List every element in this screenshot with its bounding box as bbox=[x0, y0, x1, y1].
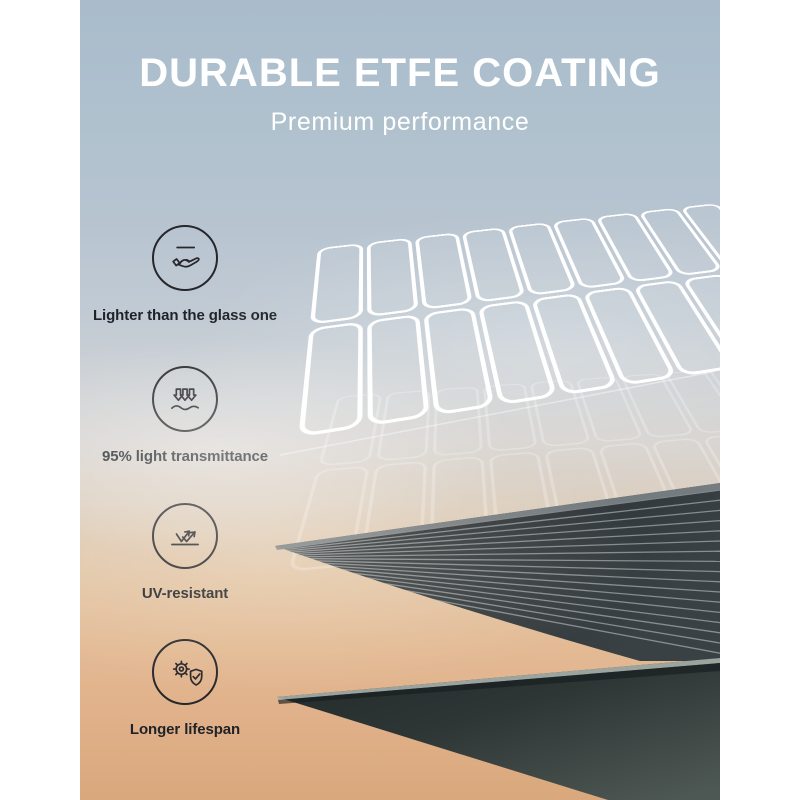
page-title: DURABLE ETFE COATING bbox=[139, 51, 661, 95]
hand-holding-panel-icon bbox=[172, 246, 200, 268]
feature-label: Lighter than the glass one bbox=[92, 307, 278, 324]
hero-text-block: DURABLE ETFE COATING Premium performance bbox=[80, 52, 720, 137]
light-transmittance-arrows-icon bbox=[171, 388, 199, 411]
cell-layer-edge-highlight bbox=[275, 483, 720, 550]
feature-lifespan: Longer lifespan bbox=[90, 639, 280, 738]
etfe-wireframe-sheet bbox=[295, 194, 720, 444]
feature-lighter: Lighter than the glass one bbox=[90, 225, 280, 324]
icon-circle bbox=[152, 225, 218, 291]
faint-layer-edge-line bbox=[279, 371, 713, 456]
gear-shield-check-icon bbox=[172, 660, 203, 686]
icon-circle bbox=[152, 366, 218, 432]
feature-transmittance: 95% light transmittance bbox=[90, 366, 280, 465]
feature-uv-resistant: UV-resistant bbox=[90, 503, 280, 602]
feature-label: UV-resistant bbox=[141, 585, 229, 602]
backsheet-edge-highlight bbox=[277, 658, 720, 700]
feature-label: 95% light transmittance bbox=[101, 448, 269, 465]
cell-layer-stripes bbox=[277, 489, 720, 654]
page-subtitle: Premium performance bbox=[270, 108, 530, 136]
icon-circle bbox=[152, 639, 218, 705]
product-photo: DURABLE ETFE COATING Premium performance… bbox=[80, 0, 720, 800]
panel-layers-graphic bbox=[275, 371, 720, 800]
backsheet-edge-shadow bbox=[278, 663, 720, 704]
feature-label: Longer lifespan bbox=[129, 721, 241, 738]
uv-reflect-arrows-icon bbox=[171, 530, 199, 546]
icon-circle bbox=[152, 503, 218, 569]
